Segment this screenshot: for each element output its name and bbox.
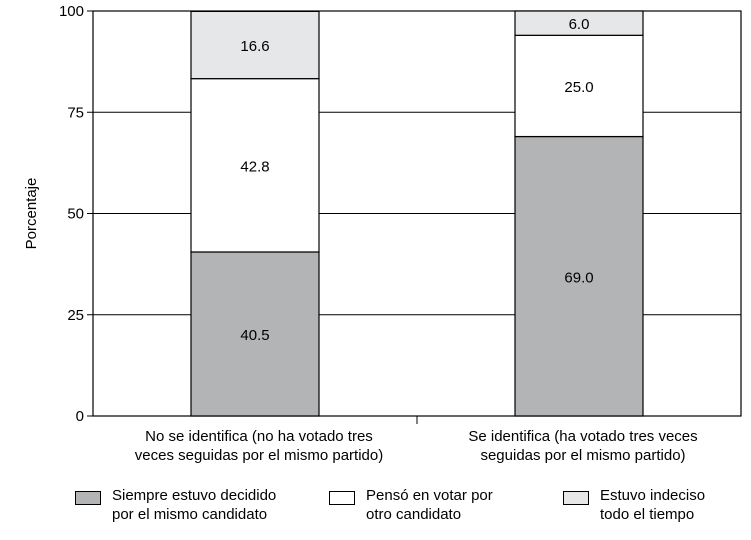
legend-item-penso-otro: Pensó en votar por otro candidato bbox=[329, 486, 493, 524]
legend-item-indeciso: Estuvo indeciso todo el tiempo bbox=[563, 486, 705, 524]
y-tick-label: 0 bbox=[76, 408, 84, 425]
legend: Siempre estuvo decidido por el mismo can… bbox=[0, 486, 751, 540]
x-category-label: No se identifica (no ha votado tres bbox=[145, 428, 373, 445]
y-tick-label: 100 bbox=[59, 3, 84, 20]
x-category-label: Se identifica (ha votado tres veces bbox=[468, 428, 697, 445]
legend-item-siempre-decidido: Siempre estuvo decidido por el mismo can… bbox=[75, 486, 276, 524]
bar-value-label: 40.5 bbox=[240, 327, 269, 344]
legend-swatch bbox=[329, 491, 355, 505]
bar-value-label: 6.0 bbox=[569, 16, 590, 33]
bar-value-label: 16.6 bbox=[240, 38, 269, 55]
bar-value-label: 25.0 bbox=[564, 79, 593, 96]
bar-segment bbox=[190, 78, 320, 253]
bar-segment bbox=[514, 10, 644, 36]
legend-swatch bbox=[563, 491, 589, 505]
y-axis-label: Porcentaje bbox=[23, 178, 40, 250]
bar-value-label: 42.8 bbox=[240, 158, 269, 175]
y-tick-label: 25 bbox=[67, 307, 84, 324]
legend-label: Siempre estuvo decidido por el mismo can… bbox=[112, 487, 277, 523]
legend-label: Pensó en votar por otro candidato bbox=[366, 487, 493, 523]
bar-segment bbox=[190, 10, 320, 80]
y-tick-label: 75 bbox=[67, 104, 84, 121]
bar-segment bbox=[514, 34, 644, 138]
x-category-label: seguidas por el mismo partido) bbox=[480, 447, 685, 464]
bar-segment bbox=[190, 251, 320, 417]
y-tick-label: 50 bbox=[67, 206, 84, 223]
x-category-label: veces seguidas por el mismo partido) bbox=[135, 447, 383, 464]
legend-label: Estuvo indeciso todo el tiempo bbox=[600, 487, 706, 523]
bar-value-label: 69.0 bbox=[564, 269, 593, 286]
stacked-bar-chart: 0 25 50 75 100 Porcentaje 40.5 42.8 16.6 No se id… bbox=[23, 3, 742, 464]
bar-segment bbox=[514, 135, 644, 417]
legend-swatch bbox=[75, 491, 101, 505]
